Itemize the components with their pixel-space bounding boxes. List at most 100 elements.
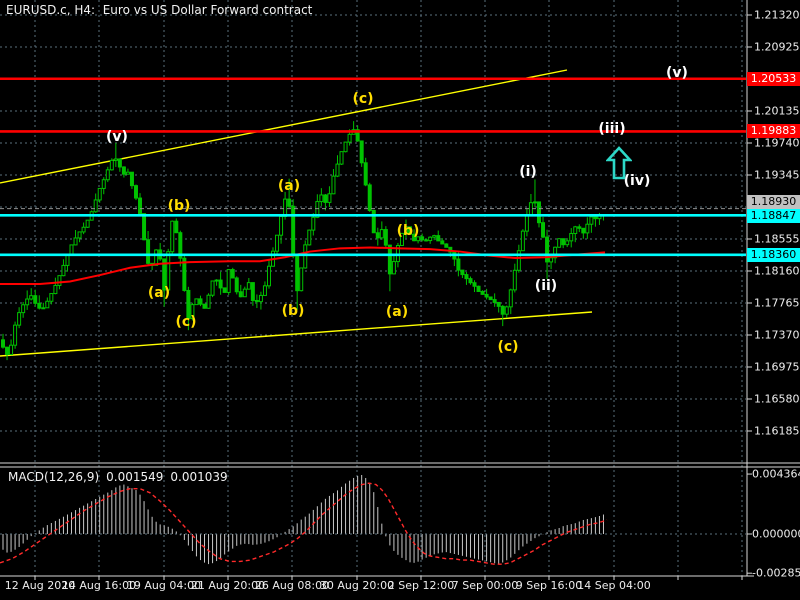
candle-body xyxy=(37,302,42,309)
candle-body xyxy=(190,304,195,320)
macd-indicator xyxy=(0,475,746,565)
candle-body xyxy=(101,179,106,189)
candle-body xyxy=(283,198,288,218)
candle-body xyxy=(166,251,171,291)
candle-body xyxy=(97,187,102,201)
candle-body xyxy=(549,257,554,263)
candle-body xyxy=(444,243,449,248)
horizontal-levels[interactable] xyxy=(0,77,746,257)
candle-body xyxy=(17,312,22,326)
candle-body xyxy=(279,216,284,236)
candle-body xyxy=(327,193,332,203)
candle-body xyxy=(367,184,372,211)
candle-body xyxy=(41,307,46,310)
candle-body xyxy=(299,267,304,292)
candle-body xyxy=(565,240,570,246)
candle-body xyxy=(129,171,134,187)
candle-body xyxy=(492,299,497,303)
candle-body xyxy=(504,306,509,315)
candle-body xyxy=(484,293,489,298)
candle-body xyxy=(432,235,437,238)
candle-body xyxy=(468,278,473,284)
candle-body xyxy=(532,201,537,204)
candle-body xyxy=(29,295,34,300)
candle-body xyxy=(57,275,62,286)
candle-body xyxy=(508,289,513,308)
candle-body xyxy=(355,129,360,142)
candle-body xyxy=(307,229,312,246)
candle-body xyxy=(105,169,110,181)
candle-body xyxy=(202,303,207,309)
candle-body xyxy=(569,233,574,242)
candle-body xyxy=(391,261,396,275)
candle-body xyxy=(335,163,340,177)
candle-body xyxy=(536,201,541,224)
candle-body xyxy=(311,216,316,231)
candle-body xyxy=(226,269,231,293)
candle-body xyxy=(456,258,461,271)
candle-body xyxy=(339,151,344,165)
moving-average[interactable] xyxy=(0,246,606,285)
candle-body xyxy=(387,244,392,275)
candle-body xyxy=(528,202,533,216)
candle-body xyxy=(500,305,505,315)
candle-body xyxy=(553,246,558,259)
candle-body xyxy=(287,198,292,207)
candle-body xyxy=(206,294,211,309)
candle-body xyxy=(121,166,126,175)
candle-body xyxy=(266,265,271,287)
candle-body xyxy=(93,199,98,213)
candle-body xyxy=(146,239,151,264)
candle-body xyxy=(154,249,159,266)
candle-body xyxy=(561,238,566,246)
candle-body xyxy=(170,220,175,253)
candle-body xyxy=(589,216,594,225)
candle-body xyxy=(49,293,54,302)
candle-body xyxy=(117,158,122,168)
candle-body xyxy=(109,159,114,171)
candle-body xyxy=(440,240,445,245)
candle-body xyxy=(541,222,546,238)
candle-body xyxy=(33,295,38,304)
candle-body xyxy=(218,279,223,289)
candle-body xyxy=(593,216,598,220)
candle-body xyxy=(182,257,187,291)
trendlines[interactable] xyxy=(0,69,593,357)
ma-line[interactable] xyxy=(0,246,606,285)
candle-body xyxy=(214,279,219,282)
candle-body xyxy=(476,285,481,292)
candle-body xyxy=(250,282,255,301)
candle-body xyxy=(194,298,199,306)
candle-body xyxy=(81,226,86,233)
candle-body xyxy=(428,236,433,242)
grid-lines xyxy=(0,0,746,576)
candle-body xyxy=(25,298,30,306)
candle-body xyxy=(262,285,267,296)
candle-body xyxy=(222,287,227,293)
yellow-trendline[interactable] xyxy=(0,69,568,184)
candle-body xyxy=(291,205,296,257)
macd-signal-line[interactable] xyxy=(0,482,608,565)
candle-body xyxy=(585,223,590,234)
candle-body xyxy=(347,133,352,143)
candle-body xyxy=(133,185,138,199)
chart-frame xyxy=(0,0,800,580)
candle-body xyxy=(371,209,376,234)
candle-body xyxy=(21,304,26,314)
candle-body xyxy=(323,194,328,203)
candle-body xyxy=(424,239,429,242)
yellow-trendline[interactable] xyxy=(0,311,593,357)
candle-body xyxy=(238,291,243,298)
candle-body xyxy=(1,339,5,348)
candle-body xyxy=(234,277,239,293)
candle-body xyxy=(303,244,308,269)
candle-body xyxy=(464,274,469,280)
candle-body xyxy=(343,141,348,153)
candle-body xyxy=(399,232,404,246)
candle-body xyxy=(9,344,14,355)
candle-body xyxy=(258,294,263,303)
candle-body xyxy=(275,234,280,252)
candle-body xyxy=(210,280,215,296)
candle-body xyxy=(363,162,368,186)
